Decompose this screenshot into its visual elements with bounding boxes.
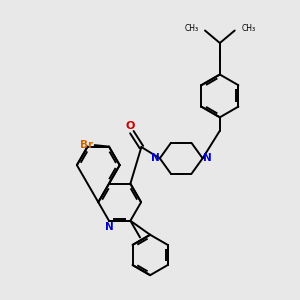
Text: N: N	[105, 222, 114, 232]
Text: N: N	[151, 153, 160, 163]
Text: CH₃: CH₃	[184, 24, 198, 33]
Text: O: O	[126, 121, 135, 130]
Text: CH₃: CH₃	[241, 24, 255, 33]
Text: Br: Br	[80, 140, 93, 149]
Text: N: N	[203, 153, 212, 163]
